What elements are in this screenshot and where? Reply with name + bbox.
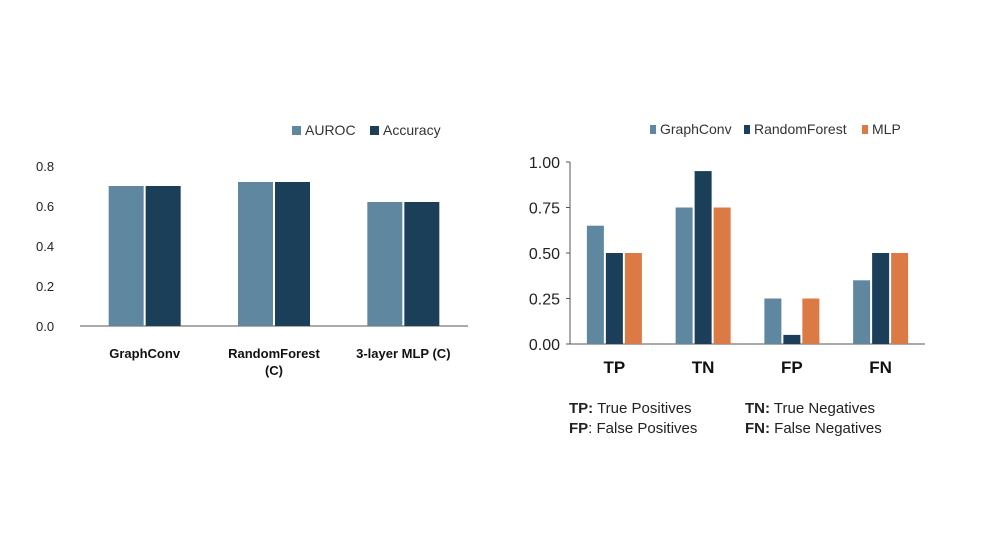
y-tick-label: 1.00 [529, 155, 560, 172]
y-tick-label: 0.2 [36, 279, 54, 294]
y-tick-label: 0.8 [36, 159, 54, 174]
note-fn-text: False Negatives [770, 420, 882, 437]
legend-swatch-accuracy [370, 126, 379, 135]
bar-mlp-fp [802, 298, 820, 344]
category-label-graphconv: GraphConv [109, 346, 181, 361]
legend-label-auroc: AUROC [305, 122, 356, 138]
y-tick-label: 0.00 [529, 337, 560, 354]
y-tick-label: 0.0 [36, 319, 54, 334]
category-label-fp: FP [781, 358, 803, 377]
bar-randomforest-fp [783, 334, 801, 344]
note-fn: FN: False Negatives [745, 420, 882, 437]
y-tick-label: 0.25 [529, 292, 560, 309]
y-tick-label: 0.6 [36, 199, 54, 214]
note-tp-text: True Positives [593, 400, 692, 417]
right-bar-chart: 0.00 0.25 0.50 0.75 1.00 TP TN FP FN GraphConv Ran… [529, 121, 925, 377]
note-fp: FP: False Positives [569, 420, 697, 437]
bar-mlp-fn [891, 253, 909, 344]
note-tn-text: True Negatives [770, 400, 876, 417]
note-tp-abbr: TP: [569, 400, 594, 417]
bar-graphconv-tp [586, 225, 604, 344]
note-tn: TN: True Negatives [745, 400, 875, 417]
bar-graphconv-fn [853, 280, 871, 344]
bar-randomforest-tp [605, 253, 623, 344]
note-fn-abbr: FN: [745, 420, 770, 437]
bar-graphconv-fp [764, 298, 782, 344]
bar-randomforest-fn [872, 253, 890, 344]
bar-accuracy-3-layer-mlp-c [404, 202, 440, 326]
legend-label-accuracy: Accuracy [383, 122, 441, 138]
note-fp-abbr: FP [569, 420, 589, 437]
legend-swatch-randomforest [744, 125, 750, 134]
category-label-tn: TN [692, 358, 715, 377]
category-label-3-layer-mlp-c: 3-layer MLP (C) [356, 346, 450, 361]
note-tp: TP: True Positives [569, 400, 692, 417]
bar-randomforest-tn [694, 171, 712, 344]
bar-accuracy-graphconv [145, 186, 181, 326]
left-bar-chart: 0.0 0.2 0.4 0.6 0.8 GraphConv RandomForest (C) 3… [36, 122, 468, 378]
legend-swatch-graphconv [650, 125, 656, 134]
y-tick-label: 0.4 [36, 239, 54, 254]
note-fp-text: : False Positives [588, 420, 698, 437]
bar-graphconv-tn [675, 207, 693, 344]
bar-mlp-tn [713, 207, 731, 344]
y-tick-label: 0.75 [529, 201, 560, 218]
bar-auroc-randomforest-c [238, 182, 273, 326]
y-tick-label: 0.50 [529, 246, 560, 263]
category-label-randomforest-c: (C) [265, 363, 283, 378]
legend-label-randomforest: RandomForest [754, 121, 847, 137]
note-tn-abbr: TN: [745, 400, 770, 417]
legend-label-graphconv: GraphConv [660, 121, 732, 137]
legend-swatch-auroc [292, 126, 301, 135]
legend-label-mlp: MLP [872, 121, 901, 137]
category-label-tp: TP [604, 358, 626, 377]
legend-swatch-mlp [862, 125, 868, 134]
category-label-randomforest-c: RandomForest [228, 346, 320, 361]
bar-accuracy-randomforest-c [275, 182, 310, 326]
category-label-fn: FN [869, 358, 892, 377]
bar-auroc-3-layer-mlp-c [367, 202, 403, 326]
bar-auroc-graphconv [108, 186, 144, 326]
bar-mlp-tp [624, 253, 642, 344]
